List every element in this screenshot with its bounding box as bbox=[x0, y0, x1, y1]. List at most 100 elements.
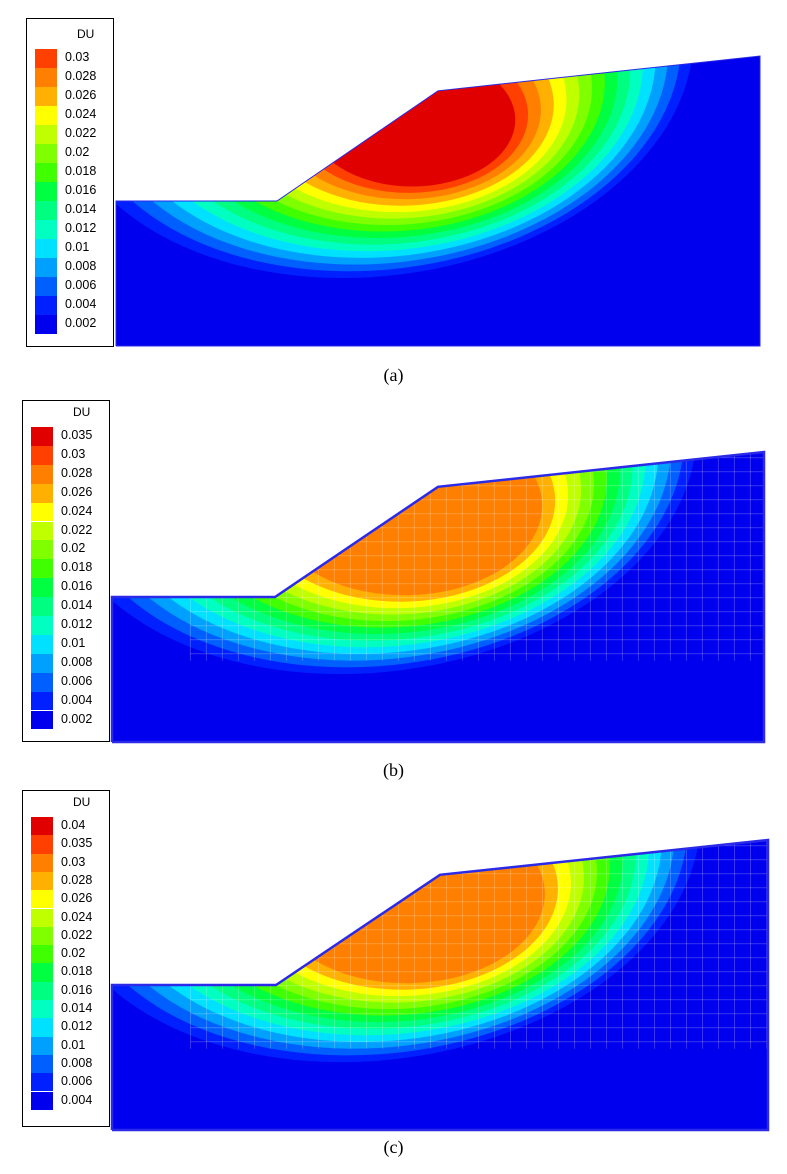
legend-label: 0.008 bbox=[65, 259, 97, 273]
legend-label: 0.028 bbox=[65, 69, 97, 83]
legend-label: 0.01 bbox=[65, 240, 90, 254]
legend-label: 0.035 bbox=[61, 836, 93, 851]
legend-item: 0.006 bbox=[35, 277, 115, 296]
legend-item: 0.018 bbox=[31, 559, 111, 579]
legend-label: 0.026 bbox=[65, 88, 97, 102]
legend-swatch bbox=[35, 201, 57, 220]
legend-swatch bbox=[31, 653, 53, 673]
legend-label: 0.026 bbox=[61, 484, 93, 499]
legend-b: DU 0.035 0.03 0.028 0.026 0.024 0.022 0.02 0.01… bbox=[22, 400, 110, 742]
legend-label: 0.018 bbox=[61, 560, 93, 575]
legend-swatch bbox=[35, 163, 57, 182]
legend-label: 0.006 bbox=[61, 673, 93, 688]
legend-title-a: DU bbox=[77, 27, 95, 41]
legend-label: 0.002 bbox=[65, 316, 97, 330]
legend-swatch bbox=[31, 483, 53, 503]
contour-plot-c bbox=[110, 838, 770, 1132]
legend-swatch bbox=[31, 502, 53, 522]
legend-swatch bbox=[31, 945, 53, 964]
legend-item: 0.006 bbox=[31, 1073, 111, 1092]
legend-label: 0.016 bbox=[61, 579, 93, 594]
legend-swatch bbox=[31, 871, 53, 891]
legend-item: 0.024 bbox=[31, 502, 111, 522]
legend-label: 0.004 bbox=[61, 692, 93, 707]
legend-title-c: DU bbox=[73, 795, 91, 809]
legend-a: DU 0.03 0.028 0.026 0.024 0.022 0.02 0.018 0.01… bbox=[26, 18, 114, 347]
legend-label: 0.012 bbox=[61, 1019, 93, 1034]
legend-label: 0.03 bbox=[61, 446, 86, 461]
legend-item: 0.004 bbox=[35, 296, 115, 315]
legend-swatch bbox=[35, 49, 57, 68]
legend-label: 0.022 bbox=[61, 927, 93, 942]
legend-swatch bbox=[35, 144, 57, 163]
legend-label: 0.026 bbox=[61, 891, 93, 906]
legend-swatch bbox=[31, 634, 53, 654]
legend-item: 0.024 bbox=[31, 908, 111, 927]
legend-label: 0.028 bbox=[61, 872, 93, 887]
legend-swatch bbox=[31, 1073, 53, 1092]
caption-a: (a) bbox=[383, 365, 404, 385]
legend-item: 0.026 bbox=[31, 483, 111, 503]
legend-label: 0.008 bbox=[61, 1055, 93, 1070]
legend-item: 0.01 bbox=[31, 634, 111, 654]
legend-swatch-base bbox=[31, 727, 53, 730]
legend-item: 0.018 bbox=[31, 963, 111, 982]
legend-item: 0.014 bbox=[31, 1000, 111, 1019]
legend-item: 0.012 bbox=[31, 616, 111, 635]
legend-swatch bbox=[35, 277, 57, 296]
legend-swatch bbox=[31, 445, 53, 465]
legend-title-b: DU bbox=[73, 405, 91, 419]
legend-label: 0.024 bbox=[61, 503, 93, 518]
legend-item: 0.004 bbox=[31, 1091, 111, 1110]
caption-c: (c) bbox=[383, 1137, 404, 1157]
legend-item: 0.01 bbox=[31, 1036, 111, 1055]
legend-label: 0.006 bbox=[65, 278, 97, 292]
legend-swatch bbox=[35, 315, 57, 334]
caption-b: (b) bbox=[383, 760, 404, 780]
legend-swatch bbox=[35, 220, 57, 239]
contour-plot-b bbox=[110, 450, 766, 744]
legend-swatch bbox=[35, 239, 57, 258]
legend-swatch bbox=[31, 926, 53, 946]
legend-item: 0.028 bbox=[35, 68, 115, 87]
legend-item: 0.006 bbox=[31, 672, 111, 692]
legend-swatch bbox=[35, 258, 57, 277]
legend-item: 0.028 bbox=[31, 464, 111, 484]
legend-item: 0.012 bbox=[31, 1018, 111, 1037]
legend-item: 0.022 bbox=[31, 521, 111, 541]
legend-swatch bbox=[31, 1054, 53, 1074]
legend-label: 0.004 bbox=[65, 297, 97, 311]
legend-swatch bbox=[31, 835, 53, 854]
panel-b: DU 0.035 0.03 0.028 0.026 0.024 0.022 0.02 0.01… bbox=[22, 400, 766, 780]
legend-label: 0.004 bbox=[61, 1092, 93, 1107]
legend-item: 0.008 bbox=[31, 653, 111, 673]
legend-label: 0.03 bbox=[61, 854, 86, 869]
legend-swatch bbox=[31, 1036, 53, 1055]
legend-item: 0.016 bbox=[35, 182, 115, 201]
legend-item: 0.022 bbox=[35, 125, 115, 144]
legend-swatch bbox=[31, 1000, 53, 1019]
slope-outline bbox=[110, 838, 770, 1132]
slope-outline bbox=[110, 450, 766, 744]
legend-swatch bbox=[31, 908, 53, 927]
legend-item: 0.022 bbox=[31, 926, 111, 946]
legend-label: 0.03 bbox=[65, 50, 90, 64]
legend-swatch bbox=[31, 597, 53, 616]
legend-item: 0.035 bbox=[31, 427, 111, 446]
legend-item: 0.03 bbox=[35, 49, 115, 68]
legend-label: 0.008 bbox=[61, 654, 93, 669]
legend-swatch bbox=[31, 672, 53, 692]
legend-label: 0.016 bbox=[61, 982, 93, 997]
legend-swatch bbox=[31, 817, 53, 836]
legend-item: 0.02 bbox=[35, 144, 115, 163]
legend-item: 0.012 bbox=[35, 220, 115, 239]
legend-item: 0.03 bbox=[31, 445, 111, 465]
legend-label: 0.002 bbox=[61, 711, 93, 726]
legend-swatch bbox=[31, 540, 53, 560]
legend-swatch bbox=[31, 853, 53, 872]
legend-swatch bbox=[31, 691, 53, 711]
legend-swatch bbox=[31, 616, 53, 635]
legend-label: 0.014 bbox=[65, 202, 97, 216]
legend-swatch bbox=[31, 963, 53, 982]
